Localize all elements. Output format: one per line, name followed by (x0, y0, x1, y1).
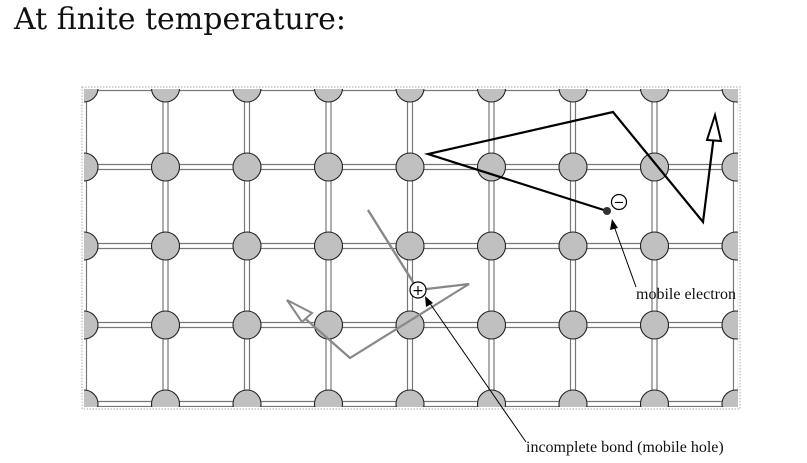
lattice-atom (313, 310, 344, 340)
hole-symbol-circle (409, 281, 427, 299)
lattice-atom (721, 152, 738, 182)
lattice-atom (84, 389, 99, 407)
lattice-atom (639, 389, 670, 407)
lattice-atom (84, 231, 99, 261)
lattice-atom (395, 389, 425, 407)
electron-pointer-head (610, 219, 618, 230)
lattice-atom (150, 389, 181, 407)
electron-symbol-circle (610, 193, 628, 211)
electron-sign: − (614, 196, 625, 211)
lattice-atom (150, 89, 181, 103)
lattice-atom (476, 310, 507, 340)
lattice-atom (150, 231, 181, 261)
lattice-atom (313, 389, 344, 407)
electron-trajectory (423, 110, 716, 225)
hole-trajectory (299, 282, 470, 360)
lattice-atom (232, 89, 262, 103)
lattice-atom (476, 89, 507, 103)
hole-label: incomplete bond (mobile hole) (526, 439, 724, 456)
lattice-atom (313, 152, 344, 182)
lattice-atom (476, 152, 507, 182)
lattice-atom (232, 310, 262, 340)
lattice-atom (639, 231, 670, 261)
hole-pointer-line (428, 301, 527, 443)
lattice-atom (395, 89, 425, 103)
electron-arrowhead (705, 111, 723, 143)
hole-sign: + (412, 283, 424, 299)
hole-pointer-head (425, 296, 433, 307)
lattice-atom (476, 389, 507, 407)
hole-trajectory-join (367, 209, 419, 291)
lattice-atom (639, 310, 670, 340)
lattice-atom (395, 152, 425, 182)
lattice-atom (395, 310, 425, 340)
lattice-atom (150, 152, 181, 182)
lattice-atom (232, 152, 262, 182)
electron-pointer-line (613, 225, 637, 288)
lattice-atom (84, 89, 99, 103)
lattice-atom (476, 231, 507, 261)
lattice-atom (721, 389, 738, 407)
electron-label: mobile electron (636, 286, 736, 303)
lattice-atom (558, 152, 588, 182)
page-title: At finite temperature: (14, 2, 347, 37)
electron-dot (603, 207, 611, 215)
diagram-frame (81, 86, 741, 410)
lattice-atom (232, 231, 262, 261)
lattice-atom (721, 310, 738, 340)
lattice-atom (313, 231, 344, 261)
lattice-atom (639, 152, 670, 182)
lattice-atom (721, 231, 738, 261)
lattice-atom (395, 231, 425, 261)
lattice-atom (313, 89, 344, 103)
lattice-atom (558, 89, 588, 103)
lattice-atom (558, 231, 588, 261)
lattice-atom (84, 152, 99, 182)
atom-layer (84, 89, 738, 407)
lattice-atom (639, 89, 670, 103)
lattice-atom (150, 310, 181, 340)
hole-arrowhead (286, 299, 314, 324)
lattice-atom (558, 389, 588, 407)
lattice-atom (232, 389, 262, 407)
lattice-atom (84, 310, 99, 340)
lattice-atom (558, 310, 588, 340)
lattice-atom (721, 89, 738, 103)
